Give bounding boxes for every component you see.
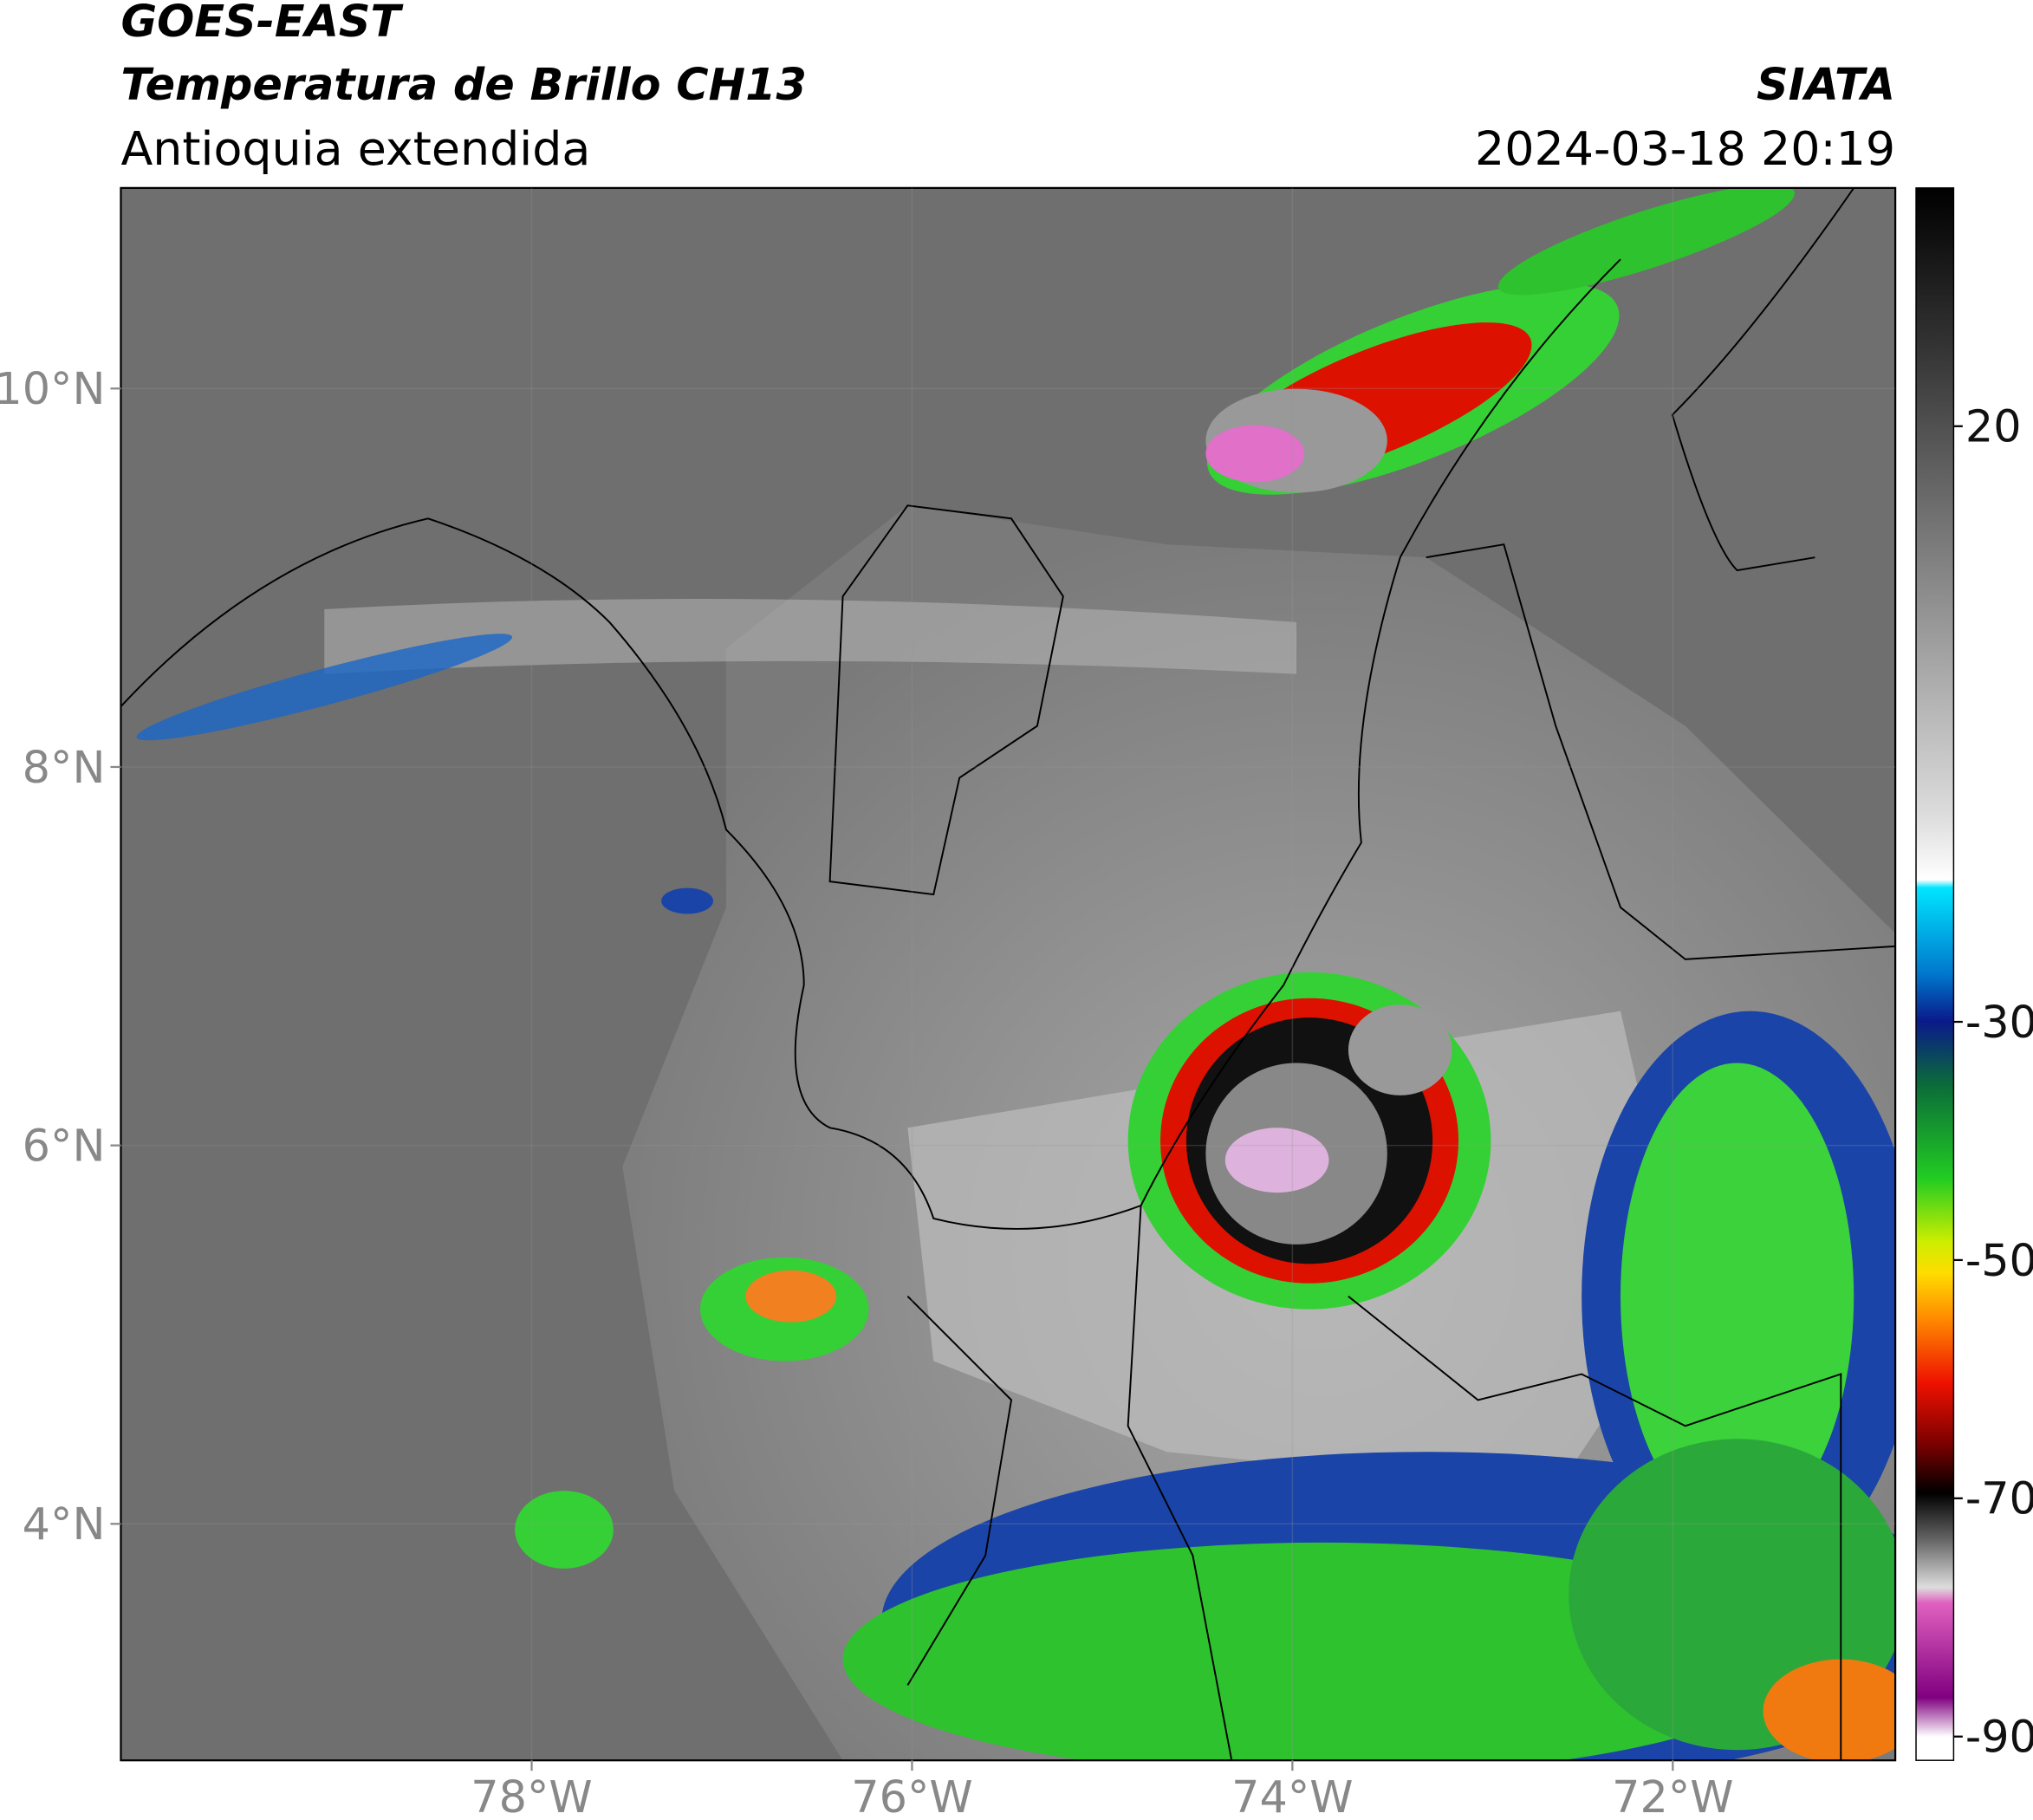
x-tick-label: 78°W (471, 1771, 592, 1820)
map-image (120, 187, 1896, 1761)
colorbar (1915, 187, 1955, 1761)
colorbar-tick-label: -90 (1965, 1712, 2033, 1763)
title: GOES-EAST (120, 0, 404, 47)
borders (120, 187, 1896, 1761)
ticks: 78°W 76°W 74°W 72°W 10°N 8°N 6°N 4°N 20 -30 -50 -70… (0, 187, 2033, 1820)
datetime: 2024-03-18 20:19 (1475, 121, 1895, 176)
region: Antioquia extendida (120, 121, 590, 176)
x-tick-label: 76°W (851, 1771, 972, 1820)
colorbar-tick-label: -70 (1965, 1473, 2033, 1524)
colorbar-tick-label: -50 (1965, 1235, 2033, 1286)
cold-clouds (136, 187, 1896, 1761)
y-tick-label: 8°N (23, 742, 106, 793)
map-frame (120, 186, 1897, 1762)
y-tick-label: 4°N (23, 1498, 106, 1550)
x-tick-label: 72°W (1612, 1771, 1733, 1820)
source: SIATA (1757, 59, 1895, 110)
x-tick-label: 74°W (1231, 1771, 1353, 1820)
colorbar-tick-label: -30 (1965, 997, 2033, 1048)
y-tick-label: 10°N (0, 363, 106, 414)
subtitle: Temperatura de Brillo CH13 (120, 59, 806, 110)
colorbar-tick-label: 20 (1965, 401, 2022, 452)
y-tick-label: 6°N (23, 1121, 106, 1172)
